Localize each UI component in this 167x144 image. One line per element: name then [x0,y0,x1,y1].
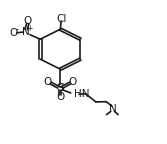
Text: -: - [16,25,19,34]
Text: Cl: Cl [56,14,66,23]
Text: N: N [109,104,117,114]
Text: HN: HN [74,89,90,99]
Text: O: O [56,92,64,102]
Text: O: O [24,16,32,26]
Text: O: O [69,77,77,87]
Text: O: O [10,28,18,38]
Text: N: N [22,27,30,37]
Text: +: + [27,24,33,33]
Text: O: O [44,77,52,87]
Text: S: S [56,83,64,93]
